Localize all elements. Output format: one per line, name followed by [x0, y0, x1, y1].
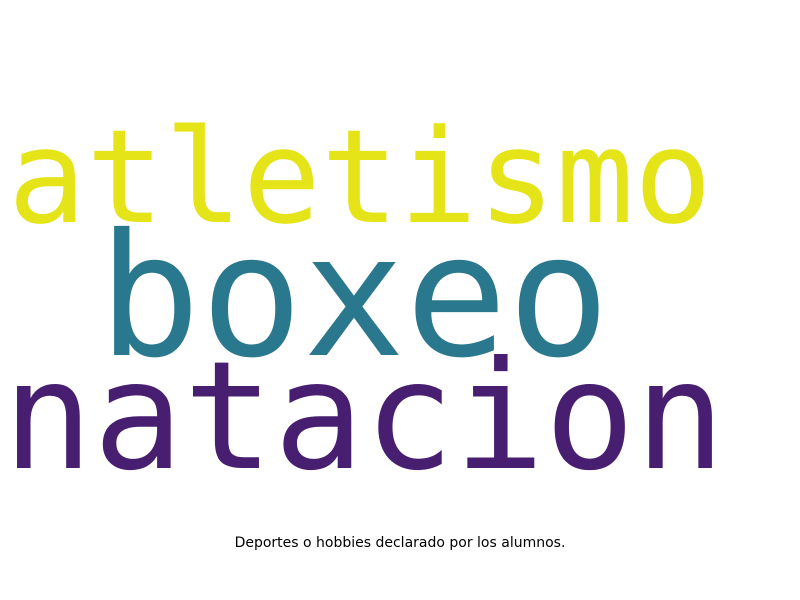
- word-natacion: natacion: [3, 330, 725, 504]
- figure-caption: Deportes o hobbies declarado por los alu…: [234, 535, 566, 551]
- word-atletismo: atletismo: [8, 101, 712, 253]
- word-boxeo: boxeo: [98, 198, 610, 396]
